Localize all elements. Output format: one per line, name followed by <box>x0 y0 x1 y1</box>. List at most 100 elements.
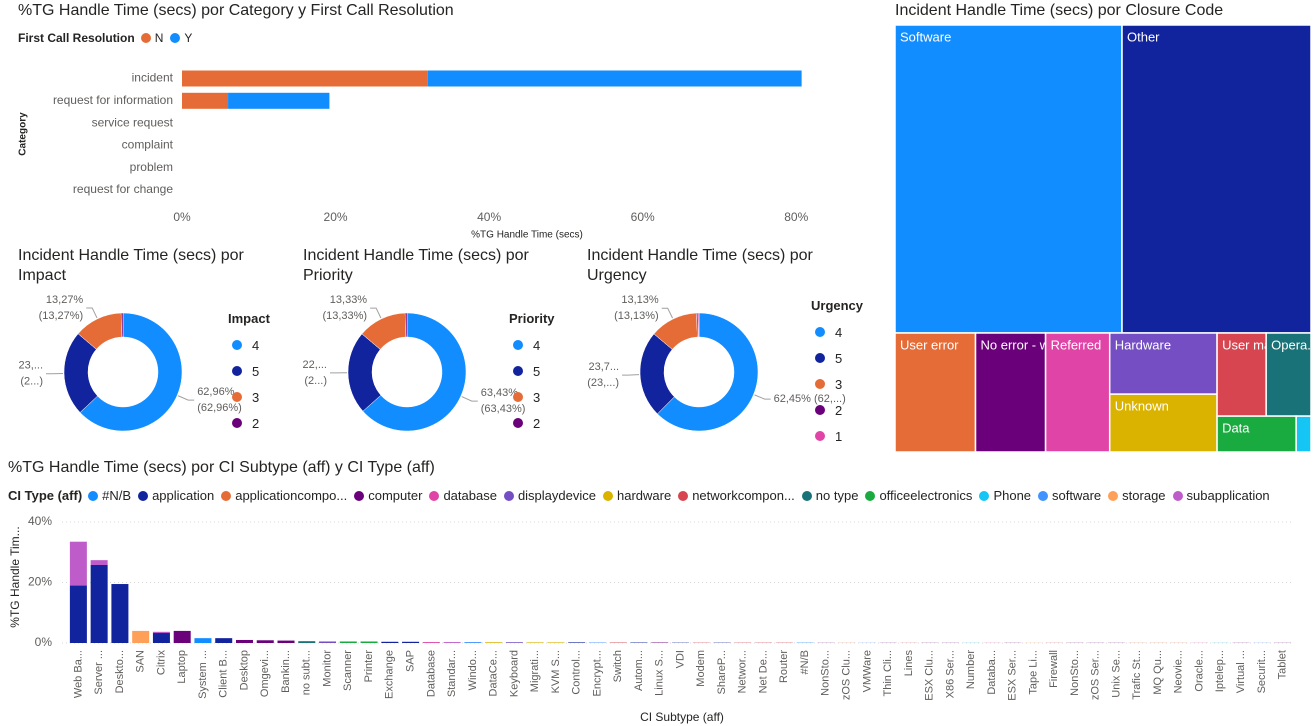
legend-item: hardware <box>602 488 671 503</box>
data-label: 62,96% <box>197 386 235 398</box>
bar <box>298 641 316 643</box>
x-tick-label: SAP <box>404 650 416 672</box>
legend-swatch <box>88 490 99 501</box>
legend-label: no type <box>815 488 859 503</box>
bar <box>228 92 330 109</box>
legend-item: Phone <box>979 488 1031 503</box>
y-tick-label: 0% <box>35 635 53 649</box>
x-tick-label: ShareP... <box>716 650 728 694</box>
bar <box>402 641 420 643</box>
legend-item: officeelectronics <box>865 488 972 503</box>
x-tick-label: VDI <box>674 650 686 668</box>
bar <box>547 642 565 643</box>
data-label: 23,7... <box>588 361 619 373</box>
legend-item: 2 <box>513 410 540 436</box>
x-tick-label: Server ... <box>93 650 105 695</box>
legend-item: 5 <box>513 358 540 384</box>
x-tick-label: ESX Clu... <box>924 650 936 701</box>
legend-swatch <box>513 392 523 402</box>
x-tick-label: zOS Ser... <box>1090 650 1102 700</box>
bar <box>568 642 586 643</box>
legend: First Call Resolution N Y <box>18 31 199 45</box>
x-tick-label: Modem <box>695 650 707 687</box>
bar <box>256 640 274 643</box>
legend-swatch <box>1038 490 1049 501</box>
legend-label: N <box>154 31 164 45</box>
data-label: (23,...) <box>587 377 619 389</box>
x-tick-label: Omgevi... <box>259 650 271 697</box>
chart-title: %TG Handle Time (secs) por Category y Fi… <box>18 2 454 19</box>
legend-label: 5 <box>252 363 260 379</box>
x-tick-label: 60% <box>631 210 655 224</box>
donut-slice <box>697 312 700 338</box>
legend: Impact 4 5 3 2 <box>228 311 276 436</box>
legend-swatch <box>429 490 440 501</box>
bar <box>152 633 170 643</box>
legend-label: database <box>443 488 497 503</box>
y-tick-label: problem <box>130 160 173 174</box>
legend-label: software <box>1052 488 1102 503</box>
legend-label: applicationcompo... <box>235 488 348 503</box>
legend-label: Y <box>184 31 193 45</box>
bar <box>182 70 428 87</box>
x-tick-label: MQ Qu... <box>1152 650 1164 695</box>
treemap-tile <box>1216 415 1297 453</box>
y-tick-label: request for information <box>53 93 173 107</box>
y-axis-label: %TG Handle Tim... <box>8 526 22 627</box>
legend-swatch <box>503 490 514 501</box>
x-tick-label: Exchange <box>384 650 396 699</box>
x-tick-label: Thin Cli... <box>882 650 894 696</box>
y-tick-label: request for change <box>73 182 173 196</box>
chart-title: %TG Handle Time (secs) por CI Subtype (a… <box>8 459 435 476</box>
x-tick-label: NonSto... <box>1069 650 1081 696</box>
legend-item: networkcompon... <box>678 488 795 503</box>
x-tick-label: Monitor <box>321 650 333 687</box>
bar <box>173 630 191 643</box>
data-label: (13,13%) <box>614 310 659 322</box>
legend-item: application <box>138 488 214 503</box>
x-tick-label: Oracle... <box>1193 650 1205 692</box>
legend-swatch <box>815 405 825 415</box>
leader-line <box>177 395 195 401</box>
legend-item: software <box>1038 488 1101 503</box>
legend-swatch <box>801 490 812 501</box>
x-tick-label: Networ... <box>737 650 749 693</box>
legend-swatch <box>232 418 242 428</box>
bar <box>464 642 482 643</box>
legend-item: 5 <box>232 358 259 384</box>
legend-swatch <box>815 327 825 337</box>
x-tick-label: Desktop <box>238 650 250 690</box>
bar <box>427 70 802 87</box>
data-label: (62,96%) <box>197 402 242 414</box>
legend-item: 3 <box>815 371 842 397</box>
treemap-tile <box>1295 415 1312 453</box>
y-tick-label: service request <box>92 115 174 129</box>
legend-label: 5 <box>835 350 843 366</box>
legend-item: applicationcompo... <box>221 488 347 503</box>
bar <box>152 631 170 634</box>
legend-label: application <box>152 488 215 503</box>
x-axis-label: %TG Handle Time (secs) <box>471 230 583 241</box>
x-tick-label: Web Ba... <box>72 650 84 698</box>
legend-swatch <box>1172 490 1183 501</box>
y-tick-label: incident <box>132 71 174 85</box>
tile-label: Unknown <box>1115 399 1169 414</box>
legend-title: Impact <box>228 311 270 326</box>
bar <box>526 642 544 643</box>
leader-line <box>754 394 771 400</box>
legend-label: storage <box>1122 488 1166 503</box>
x-tick-label: Iptelep... <box>1214 650 1226 692</box>
legend-swatch <box>513 366 523 376</box>
chart-title: Incident Handle Time (secs) por Priority <box>303 247 529 284</box>
x-tick-label: Keyboard <box>508 650 520 697</box>
data-label: 13,27% <box>46 294 84 306</box>
bar <box>215 638 233 643</box>
tile-label: User error <box>900 337 959 352</box>
y-tick-label: 20% <box>28 575 52 589</box>
bar <box>339 641 357 643</box>
legend: CI Type (aff) #N/B application applicationc… <box>8 488 1277 503</box>
legend: Priority 4 5 3 2 <box>509 311 561 436</box>
data-label: (13,27%) <box>39 310 84 322</box>
legend-item: subapplication <box>1172 488 1270 503</box>
